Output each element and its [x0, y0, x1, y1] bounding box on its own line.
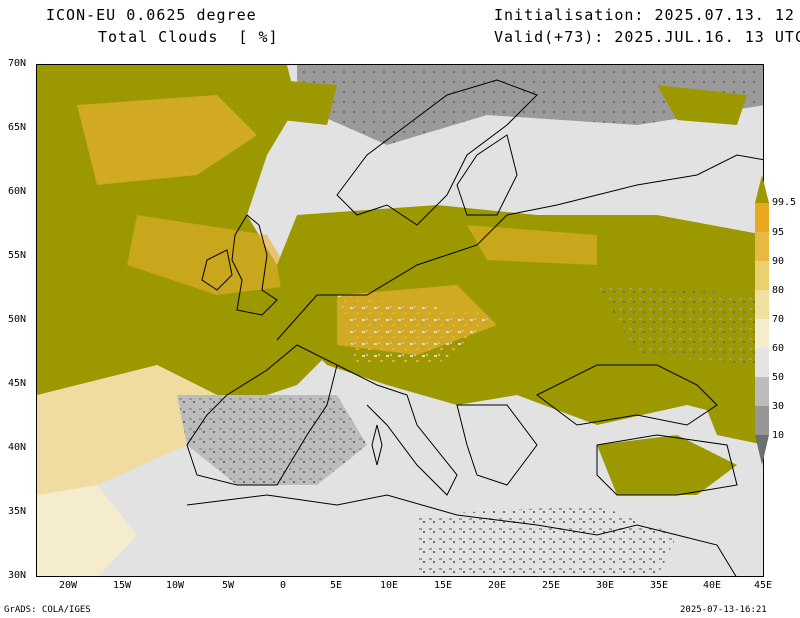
lat-label: 70N — [8, 58, 27, 69]
turkey-overcast — [597, 435, 737, 495]
model-title: ICON-EU 0.0625 degree — [46, 6, 257, 24]
colorbar-bottom-arrow — [755, 435, 769, 465]
lon-label: 10W — [166, 580, 185, 591]
lon-label: 15E — [434, 580, 453, 591]
baltic-high-cloud — [467, 225, 597, 265]
lon-label: 20E — [488, 580, 507, 591]
colorbar-level: 60 — [772, 343, 785, 354]
lat-label: 55N — [8, 250, 27, 261]
lat-label: 45N — [8, 378, 27, 389]
lon-label: 15W — [113, 580, 132, 591]
lon-label: 25E — [542, 580, 561, 591]
lat-label: 50N — [8, 314, 27, 325]
valid-time: Valid(+73): 2025.JUL.16. 13 UTC — [494, 28, 800, 46]
colorbar-level: 30 — [772, 401, 785, 412]
atlantic-high-cloud — [77, 95, 257, 185]
lon-label: 20W — [59, 580, 78, 591]
atlantic-high-cloud-2 — [127, 215, 297, 295]
colorbar — [755, 175, 769, 465]
map-svg — [37, 65, 763, 576]
lat-label: 30N — [8, 570, 27, 581]
lon-label: 0 — [280, 580, 287, 591]
colorbar-level: 95 — [772, 227, 785, 238]
lat-label: 60N — [8, 186, 27, 197]
norwegian-sea-overcast — [217, 75, 337, 125]
lon-label: 5W — [222, 580, 235, 591]
colorbar-level: 10 — [772, 430, 785, 441]
colorbar-level: 50 — [772, 372, 785, 383]
colorbar-level: 99.5 — [772, 197, 797, 208]
colorbar-level: 80 — [772, 285, 785, 296]
atlantic-thin-cloud — [37, 485, 137, 576]
lon-label: 45E — [754, 580, 773, 591]
variable-title: Total Clouds [ %] — [98, 28, 279, 46]
colorbar-level: 70 — [772, 314, 785, 325]
lat-label: 35N — [8, 506, 27, 517]
lat-label: 65N — [8, 122, 27, 133]
barents-overcast — [657, 85, 747, 125]
lon-label: 30E — [596, 580, 615, 591]
lon-label: 40E — [703, 580, 722, 591]
central-europe-overcast — [277, 205, 763, 425]
lon-label: 5E — [330, 580, 343, 591]
coastlines — [186, 79, 763, 576]
render-timestamp: 2025-07-13-16:21 — [680, 605, 767, 615]
cloud-cover-map — [36, 64, 764, 577]
colorbar-top-arrow — [755, 175, 769, 203]
colorbar-level: 90 — [772, 256, 785, 267]
lat-label: 40N — [8, 442, 27, 453]
lon-label: 35E — [650, 580, 669, 591]
grads-credit: GrADS: COLA/IGES — [4, 605, 91, 615]
north-africa-low-cloud — [417, 505, 677, 576]
lon-label: 10E — [380, 580, 399, 591]
initialisation-time: Initialisation: 2025.07.13. 12 UTC — [494, 6, 795, 24]
